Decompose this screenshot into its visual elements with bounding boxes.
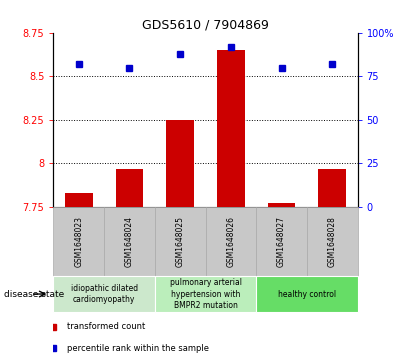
Bar xyxy=(155,276,256,312)
Bar xyxy=(206,207,256,276)
Text: GSM1648024: GSM1648024 xyxy=(125,216,134,267)
Bar xyxy=(104,207,155,276)
Text: GSM1648027: GSM1648027 xyxy=(277,216,286,267)
Bar xyxy=(65,193,93,207)
Text: transformed count: transformed count xyxy=(67,322,145,331)
Bar xyxy=(268,203,296,207)
Text: disease state: disease state xyxy=(4,290,65,298)
Text: GSM1648023: GSM1648023 xyxy=(74,216,83,267)
Text: percentile rank within the sample: percentile rank within the sample xyxy=(67,344,209,353)
Bar xyxy=(318,168,346,207)
Text: healthy control: healthy control xyxy=(278,290,336,298)
Bar xyxy=(155,207,206,276)
Bar xyxy=(217,50,245,207)
Bar xyxy=(256,276,358,312)
Bar xyxy=(115,168,143,207)
Bar xyxy=(256,207,307,276)
Bar xyxy=(307,207,358,276)
Text: GSM1648025: GSM1648025 xyxy=(175,216,185,267)
Bar xyxy=(166,120,194,207)
Text: GSM1648028: GSM1648028 xyxy=(328,216,337,267)
Title: GDS5610 / 7904869: GDS5610 / 7904869 xyxy=(142,19,269,32)
Text: GSM1648026: GSM1648026 xyxy=(226,216,236,267)
Text: pulmonary arterial
hypertension with
BMPR2 mutation: pulmonary arterial hypertension with BMP… xyxy=(169,278,242,310)
Text: idiopathic dilated
cardiomyopathy: idiopathic dilated cardiomyopathy xyxy=(71,284,138,304)
Bar xyxy=(53,276,155,312)
Bar xyxy=(53,207,104,276)
